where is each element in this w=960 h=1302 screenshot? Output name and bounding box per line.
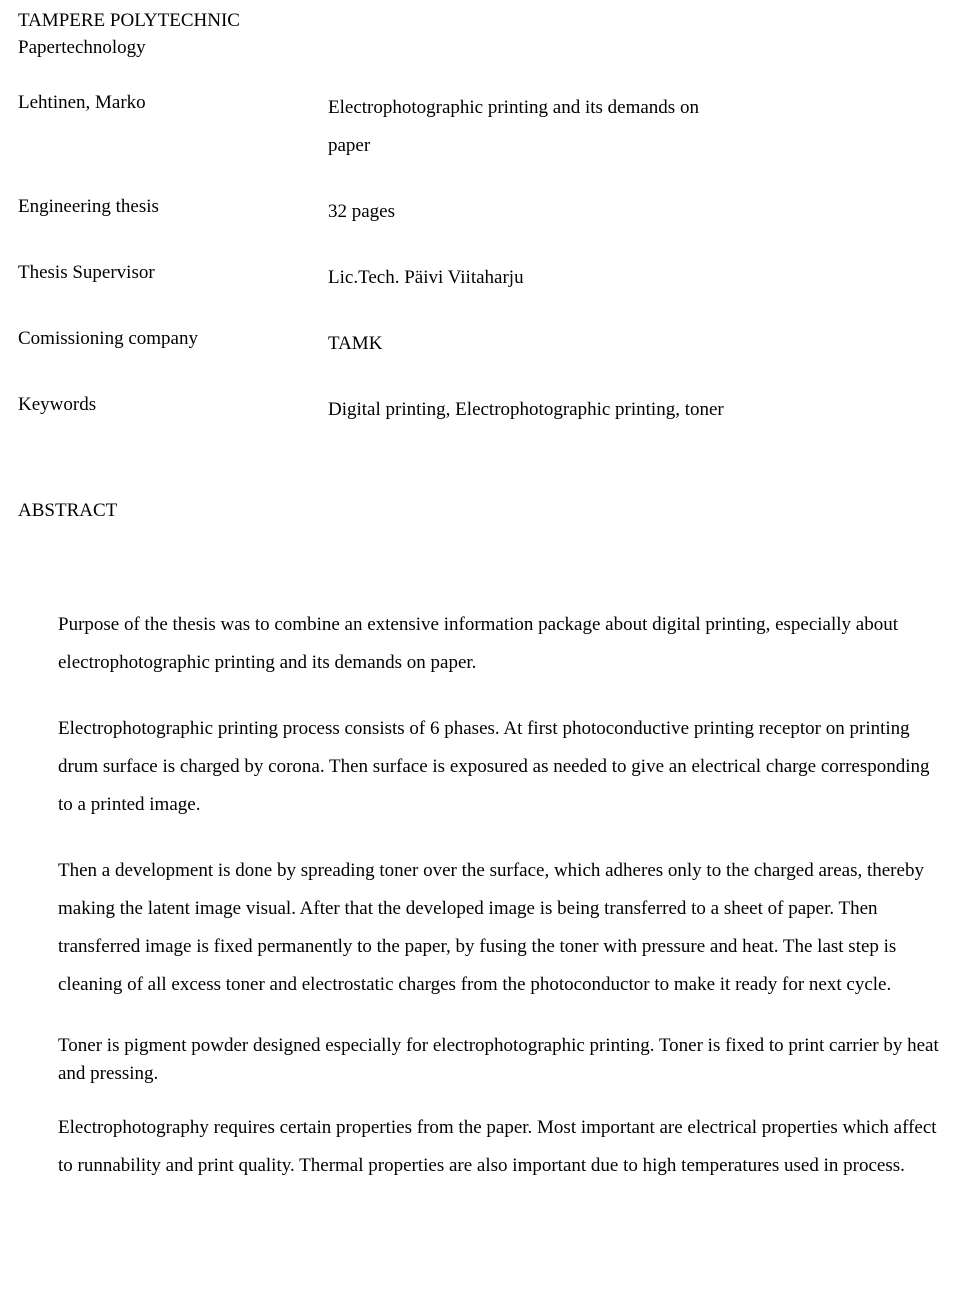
company-value: TAMK <box>328 325 942 391</box>
thesis-type-label: Engineering thesis <box>18 193 328 259</box>
keywords-label: Keywords <box>18 391 328 457</box>
department-name: Papertechnology <box>18 35 942 62</box>
supervisor-label: Thesis Supervisor <box>18 259 328 325</box>
info-row-supervisor: Thesis Supervisor Lic.Tech. Päivi Viitah… <box>18 259 942 325</box>
info-row-company: Comissioning company TAMK <box>18 325 942 391</box>
abstract-heading: ABSTRACT <box>18 497 942 526</box>
thesis-title: Electrophotographic printing and its dem… <box>328 89 942 193</box>
title-line-1: Electrophotographic printing and its dem… <box>328 97 699 118</box>
info-row-keywords: Keywords Digital printing, Electrophotog… <box>18 391 942 457</box>
title-line-2: paper <box>328 135 370 156</box>
thesis-info-table: Lehtinen, Marko Electrophotographic prin… <box>18 89 942 457</box>
abstract-body: Purpose of the thesis was to combine an … <box>18 606 942 1185</box>
info-row-author: Lehtinen, Marko Electrophotographic prin… <box>18 89 942 193</box>
abstract-paragraph-5: Electrophotography requires certain prop… <box>58 1109 942 1185</box>
institution-name: TAMPERE POLYTECHNIC <box>18 8 942 35</box>
page-count: 32 pages <box>328 193 942 259</box>
keywords-value: Digital printing, Electrophotographic pr… <box>328 391 942 457</box>
info-row-thesis-type: Engineering thesis 32 pages <box>18 193 942 259</box>
abstract-paragraph-2: Electrophotographic printing process con… <box>58 710 942 824</box>
author-label: Lehtinen, Marko <box>18 89 328 193</box>
abstract-paragraph-1: Purpose of the thesis was to combine an … <box>58 606 942 682</box>
abstract-paragraph-3: Then a development is done by spreading … <box>58 852 942 1004</box>
supervisor-value: Lic.Tech. Päivi Viitaharju <box>328 259 942 325</box>
company-label: Comissioning company <box>18 325 328 391</box>
abstract-paragraph-4: Toner is pigment powder designed especia… <box>58 1032 942 1089</box>
document-header: TAMPERE POLYTECHNIC Papertechnology <box>18 8 942 61</box>
